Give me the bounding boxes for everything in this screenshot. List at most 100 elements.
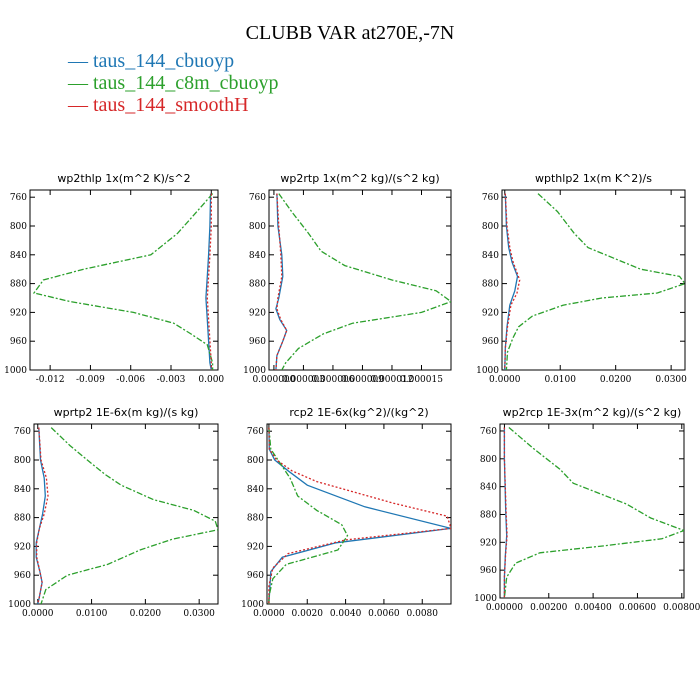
legend-entry-cbuoyp: — taus_144_cbuoyp	[68, 50, 234, 72]
x-tick-label: 0.0080	[407, 609, 439, 619]
legend-entry-smoothh: — taus_144_smoothH	[68, 94, 249, 116]
series-line-smoothh	[504, 193, 521, 370]
y-tick-label: 880	[14, 514, 31, 524]
y-tick-label: 760	[482, 193, 499, 203]
series-line-c8m-cbuoyp	[268, 427, 349, 604]
x-tick-label: 0.000006	[311, 375, 354, 385]
x-tick-label: 0.000012	[370, 375, 413, 385]
x-tick-label: -0.012	[36, 375, 65, 385]
y-tick-label: 800	[10, 222, 27, 232]
y-tick-label: 920	[480, 538, 497, 548]
series-line-c8m-cbuoyp	[40, 427, 218, 604]
series-line-smoothh	[268, 427, 451, 604]
legend-marker: —	[68, 72, 88, 94]
y-tick-label: 840	[480, 483, 497, 493]
y-tick-label: 960	[247, 571, 264, 581]
chart-title: CLUBB VAR at270E,-7N	[245, 22, 455, 44]
x-tick-label: 0.00400	[574, 603, 611, 613]
y-tick-label: 960	[14, 571, 31, 581]
panel-title: rcp2 1E-6x(kg^2)/(kg^2)	[289, 406, 428, 419]
chart-panel-4: wprtp2 1E-6x(m kg)/(s kg) 760 800 840 880 920…	[8, 406, 219, 619]
y-tick-label: 760	[10, 193, 27, 203]
y-tick-label: 920	[14, 542, 31, 552]
y-tick-label: 760	[249, 193, 266, 203]
series-line-smoothh	[275, 193, 288, 370]
x-tick-label: 0.0100	[544, 375, 576, 385]
plot-frame	[29, 189, 219, 371]
y-tick-label: 760	[247, 427, 264, 437]
y-tick-label: 800	[249, 222, 266, 232]
series-line-smoothh	[503, 427, 508, 598]
y-tick-label: 840	[14, 485, 31, 495]
x-tick-label: 0.00200	[530, 603, 567, 613]
series-line-smoothh	[36, 427, 49, 604]
legend-label: taus_144_c8m_cbuoyp	[93, 72, 279, 94]
x-tick-label: -0.003	[157, 375, 186, 385]
plot-frame	[268, 189, 452, 371]
y-tick-label: 920	[10, 308, 27, 318]
x-tick-label: -0.006	[116, 375, 145, 385]
y-tick-label: 960	[249, 337, 266, 347]
panel-title: wp2thlp 1x(m^2 K)/s^2	[57, 172, 190, 185]
y-tick-label: 960	[482, 337, 499, 347]
x-tick-label: 0.000000	[252, 375, 295, 385]
y-tick-label: 840	[482, 251, 499, 261]
y-tick-label: 880	[482, 280, 499, 290]
x-tick-label: 0.00800	[663, 603, 700, 613]
x-tick-label: 0.00600	[619, 603, 656, 613]
panel-title: wp2rtp 1x(m^2 kg)/(s^2 kg)	[280, 172, 439, 185]
x-tick-label: 0.0040	[330, 609, 362, 619]
series-line-c8m-cbuoyp	[503, 427, 684, 598]
y-tick-label: 840	[249, 251, 266, 261]
series-line-smoothh	[206, 193, 212, 370]
panel-title: wpthlp2 1x(m K^2)/s	[535, 172, 652, 185]
y-tick-label: 800	[480, 455, 497, 465]
series-line-c8m-cbuoyp	[278, 193, 451, 370]
series-line-cbuoyp	[504, 193, 519, 370]
series-line-cbuoyp	[205, 193, 212, 370]
x-tick-label: 0.000015	[400, 375, 443, 385]
y-tick-label: 800	[247, 456, 264, 466]
chart-panel-6: wp2rcp 1E-3x(m^2 kg)/(s^2 kg) 760 800 840 88…	[474, 406, 700, 613]
chart-panel-3: wpthlp2 1x(m K^2)/s 760 800 840 880 920 960 100…	[476, 172, 687, 385]
plot-frame	[499, 423, 685, 599]
y-tick-label: 1000	[241, 600, 264, 610]
x-tick-label: -0.009	[76, 375, 105, 385]
y-tick-label: 1000	[4, 366, 27, 376]
y-tick-label: 760	[14, 427, 31, 437]
y-tick-label: 1000	[243, 366, 266, 376]
y-tick-label: 880	[10, 280, 27, 290]
x-tick-label: 0.0000	[489, 375, 521, 385]
y-tick-label: 1000	[8, 600, 31, 610]
legend-label: taus_144_cbuoyp	[93, 50, 235, 72]
y-tick-label: 840	[10, 251, 27, 261]
series-line-cbuoyp	[268, 427, 451, 604]
legend-marker: —	[68, 94, 88, 116]
x-tick-label: 0.0200	[600, 375, 632, 385]
y-tick-label: 800	[482, 222, 499, 232]
y-tick-label: 920	[249, 308, 266, 318]
x-tick-label: 0.000003	[282, 375, 325, 385]
y-tick-label: 960	[10, 337, 27, 347]
y-tick-label: 880	[480, 510, 497, 520]
x-tick-label: 0.0060	[368, 609, 400, 619]
x-tick-label: 0.000	[198, 375, 224, 385]
y-tick-label: 1000	[476, 366, 499, 376]
y-tick-label: 880	[247, 514, 264, 524]
legend-entry-c8m-cbuoyp: — taus_144_c8m_cbuoyp	[68, 72, 279, 94]
panel-title: wprtp2 1E-6x(m kg)/(s kg)	[54, 406, 199, 419]
y-tick-label: 920	[247, 542, 264, 552]
panel-title: wp2rcp 1E-3x(m^2 kg)/(s^2 kg)	[503, 406, 682, 419]
series-line-c8m-cbuoyp	[505, 193, 685, 370]
plot-frame	[33, 423, 219, 605]
y-tick-label: 880	[249, 280, 266, 290]
x-tick-label: 0.0000	[22, 609, 54, 619]
chart-panel-5: rcp2 1E-6x(kg^2)/(kg^2) 760 800 840 880 920 96…	[241, 406, 452, 619]
x-tick-label: 0.0020	[292, 609, 324, 619]
x-tick-label: 0.00000	[486, 603, 523, 613]
x-tick-label: 0.0200	[130, 609, 162, 619]
x-tick-label: 0.0000	[253, 609, 285, 619]
series-line-c8m-cbuoyp	[32, 193, 214, 370]
plot-frame	[266, 423, 452, 605]
